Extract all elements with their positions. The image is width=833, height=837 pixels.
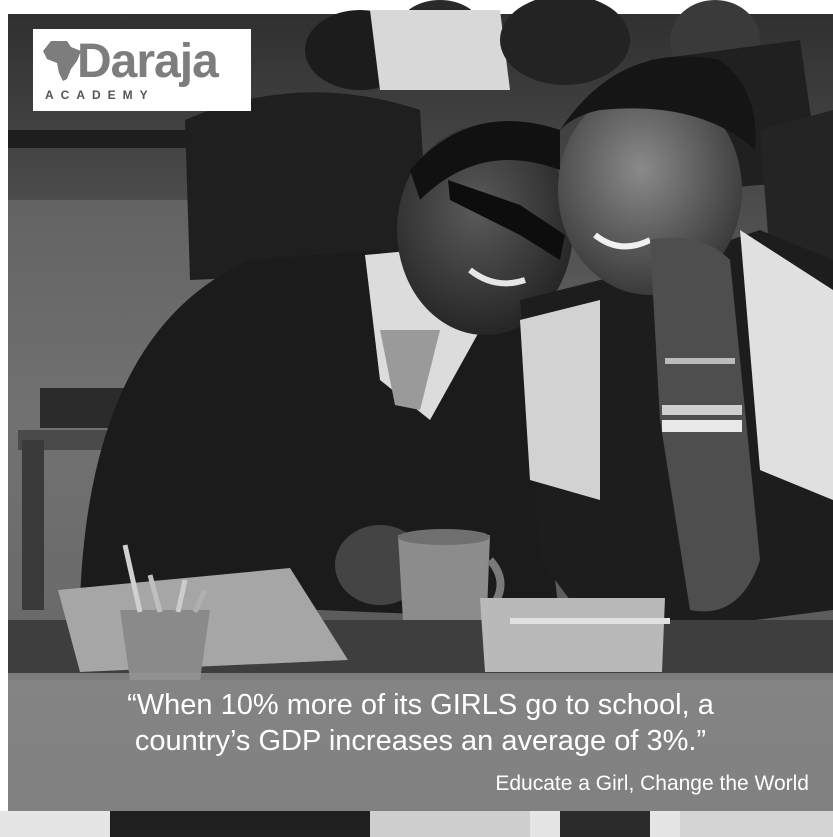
quote-line-1: “When 10% more of its GIRLS go to school… xyxy=(127,689,714,721)
daraja-academy-logo: Daraja ACADEMY xyxy=(33,29,251,111)
bottom-photo-strip xyxy=(0,811,833,837)
quote-text: “When 10% more of its GIRLS go to school… xyxy=(8,687,833,759)
quote-band: “When 10% more of its GIRLS go to school… xyxy=(8,673,833,811)
tagline: Educate a Girl, Change the World xyxy=(495,772,809,795)
quote-line-2: country’s GDP increases an average of 3%… xyxy=(134,725,707,757)
logo-subtitle: ACADEMY xyxy=(45,88,155,102)
africa-map-icon xyxy=(43,41,81,81)
logo-wordmark: Daraja xyxy=(77,35,219,88)
